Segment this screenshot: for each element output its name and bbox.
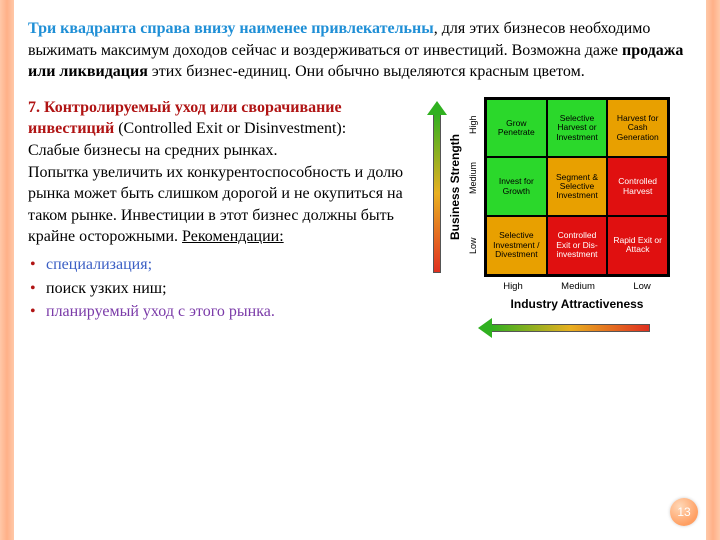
section-heading-suffix: (Controlled Exit or Disinvestment): [114,120,346,137]
section-body-1: Слабые бизнесы на средних рынках. [28,140,410,162]
y-tick-medium: Medium [468,180,478,194]
rec-exit: планируемый уход с этого рынка. [28,301,410,323]
x-axis-label: Industry Attractiveness [484,297,670,311]
section-body-2: Попытка увеличить их конкурентоспособнос… [28,162,410,248]
x-tick-low: Low [633,281,650,292]
cell-0-2: Harvest for Cash Generation [607,99,668,158]
ge-matrix-diagram: Business Strength High Medium Low Grow P… [422,97,692,397]
y-gradient-arrow [428,103,446,273]
content-area: Три квадранта справа внизу наименее прив… [28,18,692,397]
cell-0-0: Grow Penetrate [486,99,547,158]
section-heading-line: 7. Контролируемый уход или сворачивание … [28,97,410,140]
matrix-grid: Grow Penetrate Selective Harvest or Inve… [484,97,670,277]
x-tick-medium: Medium [561,281,595,292]
x-tick-high: High [503,281,523,292]
x-axis-ticks: High Medium Low [484,281,670,292]
x-gradient-arrow [480,319,650,337]
right-rail [706,0,720,540]
cell-0-1: Selective Harvest or Investment [547,99,608,158]
cell-1-1: Segment & Selective Investment [547,157,608,216]
cell-2-2: Rapid Exit or Attack [607,216,668,275]
recommendation-list: специализация; поиск узких ниш; планируе… [28,254,410,323]
y-axis-label: Business Strength [448,97,462,277]
y-axis-ticks: High Medium Low [466,97,480,277]
rec-niche: поиск узких ниш; [28,278,410,300]
recs-label: Рекомендации: [182,228,284,245]
text-column: 7. Контролируемый уход или сворачивание … [28,97,410,397]
y-tick-high: High [468,120,478,134]
intro-text-2: этих бизнес-единиц. Они обычно выделяютс… [148,63,585,80]
cell-1-0: Invest for Growth [486,157,547,216]
cell-2-0: Selective Investment / Divestment [486,216,547,275]
left-rail [0,0,14,540]
section-row: 7. Контролируемый уход или сворачивание … [28,97,692,397]
intro-paragraph: Три квадранта справа внизу наименее прив… [28,18,692,83]
intro-highlight: Три квадранта справа внизу наименее прив… [28,20,434,37]
rec-specialization: специализация; [28,254,410,276]
slide-number-badge: 13 [670,498,698,526]
cell-2-1: Controlled Exit or Dis-investment [547,216,608,275]
y-tick-low: Low [468,240,478,254]
cell-1-2: Controlled Harvest [607,157,668,216]
